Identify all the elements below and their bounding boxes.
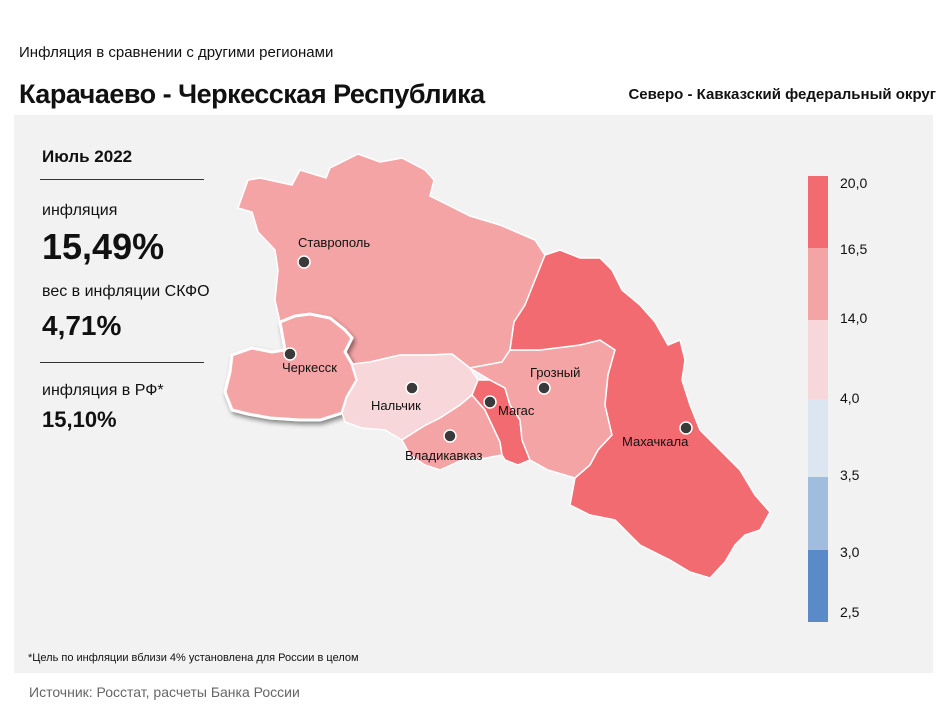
period-label: Июль 2022 xyxy=(42,147,133,166)
city-marker: Магас xyxy=(483,395,535,418)
region-karachay-cherkessia xyxy=(223,312,359,422)
city-marker: Нальчик xyxy=(371,381,421,413)
legend-tick-label: 14,0 xyxy=(840,310,867,326)
inflation-label: инфляция xyxy=(42,202,118,219)
city-dot xyxy=(405,381,419,395)
inflation-value: 15,49% xyxy=(42,226,165,267)
city-dot xyxy=(283,347,297,361)
city-dot xyxy=(537,381,551,395)
city-dot xyxy=(679,421,693,435)
city-label: Магас xyxy=(498,403,535,418)
city-label: Махачкала xyxy=(622,434,689,449)
legend-swatch xyxy=(808,176,828,248)
city-dot xyxy=(443,429,457,443)
city-marker: Черкесск xyxy=(282,347,337,375)
legend-tick-label: 4,0 xyxy=(840,390,860,406)
city-marker: Ставрополь xyxy=(297,235,370,269)
weight-label: вес в инфляции СКФО xyxy=(42,283,210,300)
federal-district-label: Северо - Кавказский федеральный округ xyxy=(628,86,936,103)
city-label: Грозный xyxy=(530,365,580,380)
city-label: Ставрополь xyxy=(298,235,370,250)
divider xyxy=(40,362,204,363)
city-marker: Грозный xyxy=(530,365,580,395)
page-title: Карачаево - Черкесская Республика xyxy=(19,79,485,109)
legend-tick-label: 2,5 xyxy=(840,604,860,620)
city-label: Владикавказ xyxy=(405,448,483,463)
rf-inflation-value: 15,10% xyxy=(42,407,117,432)
legend-tick-label: 3,0 xyxy=(840,544,860,560)
legend-swatch xyxy=(808,399,828,477)
legend-swatch xyxy=(808,550,828,622)
divider xyxy=(40,179,204,180)
city-marker: Махачкала xyxy=(622,421,693,449)
city-marker: Владикавказ xyxy=(405,429,483,463)
source-note: Источник: Росстат, расчеты Банка России xyxy=(29,684,300,700)
legend-tick-label: 20,0 xyxy=(840,175,867,191)
legend-tick-label: 3,5 xyxy=(840,467,860,483)
city-label: Черкесск xyxy=(282,360,337,375)
chart-subtitle: Инфляция в сравнении с другими регионами xyxy=(19,44,334,61)
city-dot xyxy=(483,395,497,409)
legend-tick-label: 16,5 xyxy=(840,241,867,257)
legend-swatch xyxy=(808,248,828,320)
color-legend: 20,0 16,5 14,0 4,0 3,5 3,0 2,5 xyxy=(808,175,867,622)
region-dagestan xyxy=(509,249,771,579)
weight-value: 4,71% xyxy=(42,310,122,341)
city-dot xyxy=(297,255,311,269)
rf-inflation-label: инфляция в РФ* xyxy=(42,382,164,399)
footnote: *Цель по инфляции вблизи 4% установлена … xyxy=(28,652,359,664)
city-label: Нальчик xyxy=(371,398,421,413)
legend-swatch xyxy=(808,477,828,550)
legend-swatch xyxy=(808,320,828,399)
